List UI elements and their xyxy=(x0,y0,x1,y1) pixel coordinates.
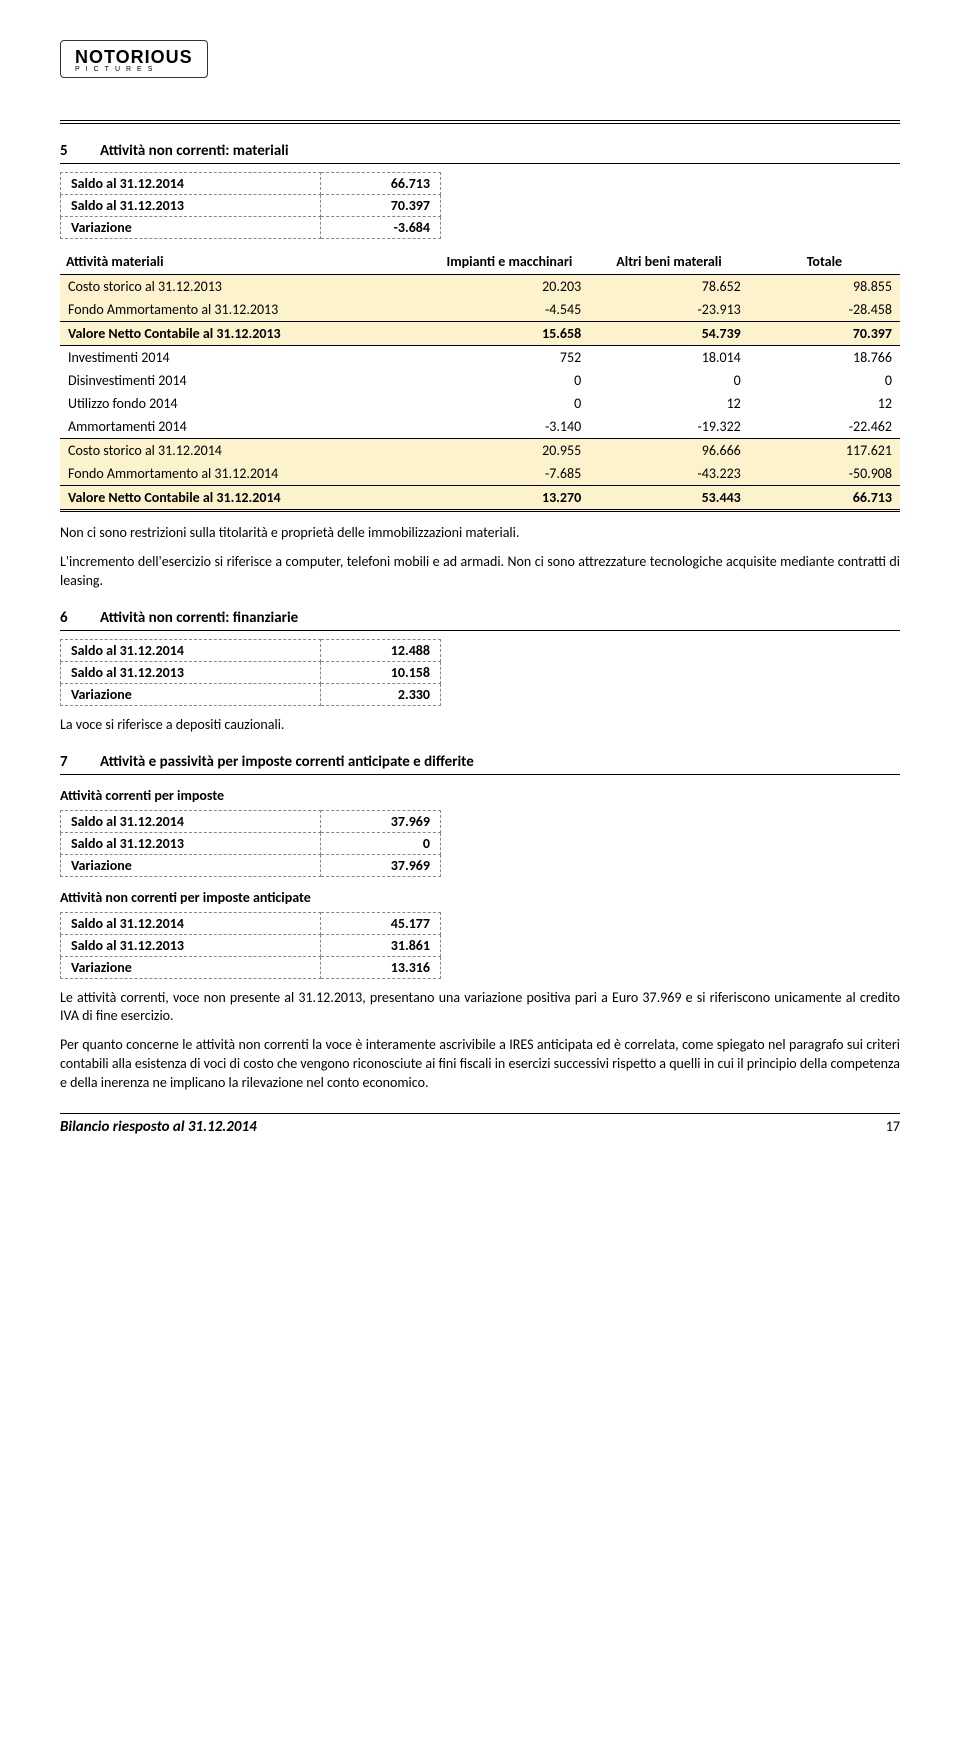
table-row: Fondo Ammortamento al 31.12.2013-4.545-2… xyxy=(60,298,900,322)
section-5-para-2: L'incremento dell'esercizio si riferisce… xyxy=(60,553,900,591)
section-6-heading: 6 Attività non correnti: finanziarie xyxy=(60,609,900,631)
logo-box: NOTORIOUS PICTURES xyxy=(60,40,208,78)
section-title: Attività e passività per imposte corrent… xyxy=(100,753,474,771)
logo-title: NOTORIOUS xyxy=(75,47,193,68)
section-7-para-2: Per quanto concerne le attività non corr… xyxy=(60,1036,900,1093)
section-number: 6 xyxy=(60,609,100,627)
table-row: Saldo al 31.12.201445.177 xyxy=(61,912,441,934)
section-7-summary-1: Saldo al 31.12.201437.969 Saldo al 31.12… xyxy=(60,810,441,877)
table-row: Investimenti 201475218.01418.766 xyxy=(60,346,900,370)
table-row: Ammortamenti 2014-3.140-19.322-22.462 xyxy=(60,415,900,439)
section-number: 5 xyxy=(60,142,100,160)
table-row: Saldo al 31.12.201412.488 xyxy=(61,639,441,661)
section-6-summary: Saldo al 31.12.201412.488 Saldo al 31.12… xyxy=(60,639,441,706)
section-6-para: La voce si riferisce a depositi cauziona… xyxy=(60,716,900,735)
section-7-sub-1: Attività correnti per imposte xyxy=(60,787,900,804)
logo: NOTORIOUS PICTURES xyxy=(60,40,240,100)
table-row: Disinvestimenti 2014000 xyxy=(60,369,900,392)
footer: Bilancio riesposto al 31.12.2014 17 xyxy=(60,1113,900,1136)
table-row: Variazione37.969 xyxy=(61,854,441,876)
table-row: Saldo al 31.12.201370.397 xyxy=(61,195,441,217)
section-7-para-1: Le attività correnti, voce non presente … xyxy=(60,989,900,1027)
footer-page: 17 xyxy=(886,1118,900,1136)
table-row: Valore Netto Contabile al 31.12.201315.6… xyxy=(60,322,900,346)
table-row: Variazione-3.684 xyxy=(61,217,441,239)
table-row: Saldo al 31.12.201310.158 xyxy=(61,661,441,683)
section-title: Attività non correnti: finanziarie xyxy=(100,609,298,627)
divider xyxy=(60,120,900,121)
table-header-row: Attività materiali Impianti e macchinari… xyxy=(60,249,900,275)
section-5-para-1: Non ci sono restrizioni sulla titolarità… xyxy=(60,524,900,543)
table-row: Costo storico al 31.12.201420.95596.6661… xyxy=(60,439,900,463)
table-row: Saldo al 31.12.201466.713 xyxy=(61,173,441,195)
section-title: Attività non correnti: materiali xyxy=(100,142,289,160)
section-7-sub-2: Attività non correnti per imposte antici… xyxy=(60,889,900,906)
table-row: Utilizzo fondo 201401212 xyxy=(60,392,900,415)
table-row: Fondo Ammortamento al 31.12.2014-7.685-4… xyxy=(60,462,900,486)
divider xyxy=(60,123,900,124)
section-7-summary-2: Saldo al 31.12.201445.177 Saldo al 31.12… xyxy=(60,912,441,979)
table-row: Saldo al 31.12.201331.861 xyxy=(61,934,441,956)
table-row: Saldo al 31.12.201437.969 xyxy=(61,810,441,832)
section-7-heading: 7 Attività e passività per imposte corre… xyxy=(60,753,900,775)
section-number: 7 xyxy=(60,753,100,771)
table-row: Variazione13.316 xyxy=(61,956,441,978)
section-5-summary: Saldo al 31.12.201466.713 Saldo al 31.12… xyxy=(60,172,441,239)
table-row: Saldo al 31.12.20130 xyxy=(61,832,441,854)
section-5-main-table: Attività materiali Impianti e macchinari… xyxy=(60,249,900,512)
table-row: Variazione2.330 xyxy=(61,683,441,705)
table-row: Costo storico al 31.12.201320.20378.6529… xyxy=(60,275,900,299)
table-row: Valore Netto Contabile al 31.12.201413.2… xyxy=(60,486,900,511)
footer-title: Bilancio riesposto al 31.12.2014 xyxy=(60,1118,257,1136)
section-5-heading: 5 Attività non correnti: materiali xyxy=(60,142,900,164)
